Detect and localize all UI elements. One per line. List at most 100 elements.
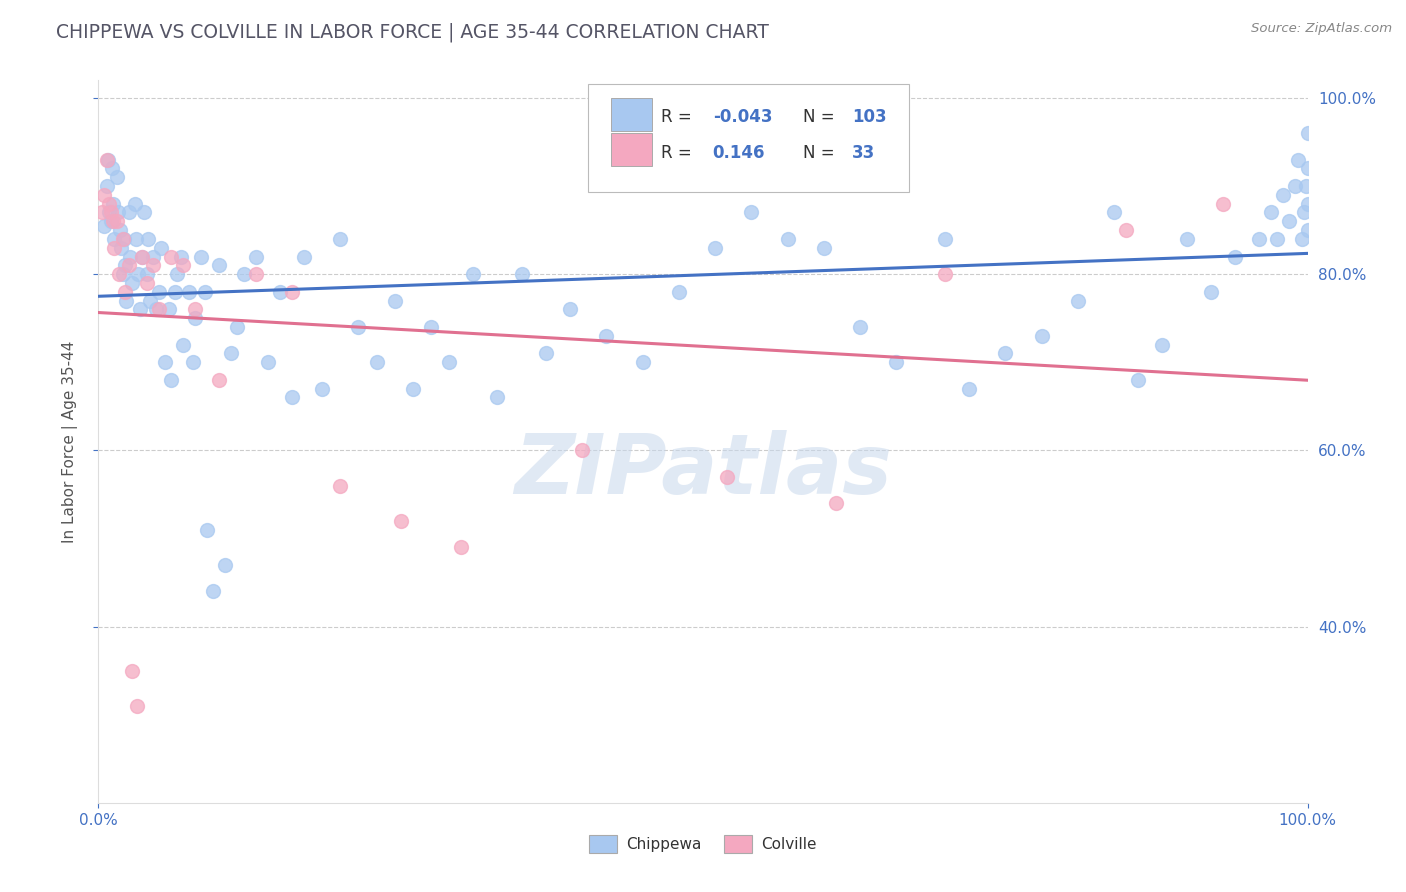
Point bbox=[631, 355, 654, 369]
Point bbox=[1296, 223, 1319, 237]
Point bbox=[127, 267, 149, 281]
Point bbox=[558, 302, 581, 317]
Point bbox=[103, 232, 125, 246]
Point bbox=[1031, 328, 1053, 343]
Point bbox=[740, 205, 762, 219]
Point bbox=[134, 205, 156, 219]
Point bbox=[118, 205, 141, 219]
Point bbox=[160, 250, 183, 264]
Text: Source: ZipAtlas.com: Source: ZipAtlas.com bbox=[1251, 22, 1392, 36]
Point bbox=[100, 161, 122, 176]
Point bbox=[127, 698, 149, 713]
Y-axis label: In Labor Force | Age 35-44: In Labor Force | Age 35-44 bbox=[62, 341, 77, 542]
Point bbox=[437, 355, 460, 369]
Point bbox=[256, 355, 278, 369]
Point bbox=[668, 285, 690, 299]
Point bbox=[135, 267, 157, 281]
Point bbox=[184, 311, 207, 326]
Point bbox=[93, 219, 115, 233]
Point bbox=[1067, 293, 1090, 308]
Point bbox=[118, 258, 141, 272]
Point bbox=[813, 241, 835, 255]
Point bbox=[226, 320, 249, 334]
Point bbox=[98, 196, 121, 211]
Point bbox=[450, 541, 472, 555]
Point bbox=[1296, 196, 1319, 211]
Point bbox=[111, 232, 134, 246]
Point bbox=[1278, 214, 1301, 228]
Point bbox=[118, 250, 141, 264]
Point bbox=[716, 470, 738, 484]
Point bbox=[100, 214, 122, 228]
Point bbox=[103, 241, 125, 255]
Point bbox=[329, 232, 352, 246]
Text: CHIPPEWA VS COLVILLE IN LABOR FORCE | AGE 35-44 CORRELATION CHART: CHIPPEWA VS COLVILLE IN LABOR FORCE | AG… bbox=[56, 22, 769, 42]
Point bbox=[402, 382, 425, 396]
Point bbox=[124, 196, 146, 211]
Point bbox=[510, 267, 533, 281]
Point bbox=[281, 391, 304, 405]
Point bbox=[190, 250, 212, 264]
Point bbox=[704, 241, 727, 255]
Point bbox=[886, 355, 908, 369]
Point bbox=[389, 514, 412, 528]
Point bbox=[125, 232, 148, 246]
Point bbox=[214, 558, 236, 572]
Point bbox=[166, 267, 188, 281]
Point bbox=[1199, 285, 1222, 299]
Text: ZIPatlas: ZIPatlas bbox=[515, 430, 891, 511]
Point bbox=[1249, 232, 1271, 246]
Point bbox=[1260, 205, 1282, 219]
Point bbox=[98, 205, 121, 219]
FancyBboxPatch shape bbox=[612, 133, 652, 166]
Point bbox=[101, 196, 124, 211]
Point bbox=[1267, 232, 1289, 246]
Point bbox=[245, 250, 267, 264]
Point bbox=[114, 258, 136, 272]
Point bbox=[1284, 179, 1306, 194]
Point bbox=[281, 285, 304, 299]
Text: R =: R = bbox=[661, 108, 697, 126]
Point bbox=[329, 478, 352, 492]
Point bbox=[366, 355, 388, 369]
FancyBboxPatch shape bbox=[588, 84, 908, 193]
Legend: Chippewa, Colville: Chippewa, Colville bbox=[582, 827, 824, 860]
Point bbox=[96, 179, 118, 194]
Point bbox=[163, 285, 186, 299]
Point bbox=[934, 232, 956, 246]
Point bbox=[1175, 232, 1198, 246]
Point bbox=[181, 355, 204, 369]
Point bbox=[1152, 337, 1174, 351]
Point bbox=[96, 153, 118, 167]
FancyBboxPatch shape bbox=[612, 97, 652, 131]
Point bbox=[172, 258, 194, 272]
Point bbox=[571, 443, 593, 458]
Point bbox=[105, 170, 128, 185]
Point bbox=[420, 320, 443, 334]
Point bbox=[91, 205, 114, 219]
Point bbox=[184, 302, 207, 317]
Point bbox=[108, 267, 131, 281]
Point bbox=[1295, 179, 1317, 194]
Point bbox=[153, 355, 176, 369]
Point bbox=[150, 241, 173, 255]
Point bbox=[131, 250, 153, 264]
Point bbox=[136, 232, 159, 246]
Text: 0.146: 0.146 bbox=[713, 144, 765, 161]
Point bbox=[208, 373, 231, 387]
Point bbox=[1223, 250, 1246, 264]
Point bbox=[849, 320, 872, 334]
Text: R =: R = bbox=[661, 144, 697, 161]
Point bbox=[101, 214, 124, 228]
Point bbox=[169, 250, 191, 264]
Point bbox=[142, 258, 165, 272]
Point bbox=[534, 346, 557, 360]
Text: 33: 33 bbox=[852, 144, 875, 161]
Point bbox=[1272, 187, 1295, 202]
Point bbox=[269, 285, 291, 299]
Point bbox=[145, 302, 167, 317]
Point bbox=[245, 267, 267, 281]
Point bbox=[486, 391, 509, 405]
Point bbox=[128, 302, 150, 317]
Point bbox=[463, 267, 485, 281]
